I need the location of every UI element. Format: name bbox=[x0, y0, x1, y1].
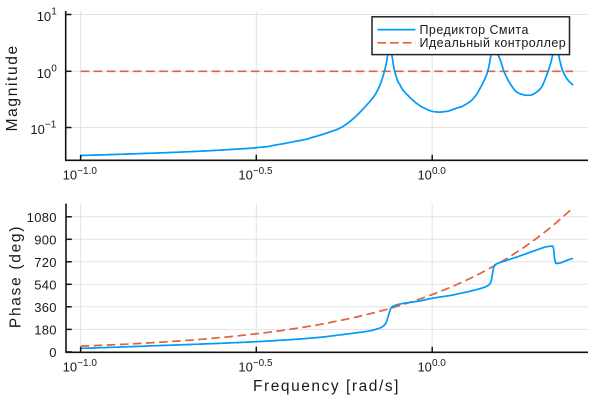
svg-text:−1.0: −1.0 bbox=[77, 358, 97, 369]
svg-text:Предиктор Смита: Предиктор Смита bbox=[420, 23, 529, 37]
svg-text:10: 10 bbox=[37, 9, 51, 24]
svg-text:900: 900 bbox=[34, 232, 57, 247]
svg-text:Frequency [rad/s]: Frequency [rad/s] bbox=[253, 378, 400, 395]
svg-text:1: 1 bbox=[51, 7, 57, 18]
svg-text:Magnitude: Magnitude bbox=[4, 44, 21, 131]
svg-text:Идеальный контроллер: Идеальный контроллер bbox=[420, 36, 567, 50]
svg-text:0.0: 0.0 bbox=[432, 358, 446, 369]
svg-text:720: 720 bbox=[34, 255, 57, 270]
svg-text:0: 0 bbox=[49, 345, 57, 360]
svg-text:−1: −1 bbox=[45, 120, 57, 131]
svg-text:0: 0 bbox=[51, 64, 57, 75]
svg-text:10: 10 bbox=[417, 167, 431, 182]
svg-text:10: 10 bbox=[63, 167, 77, 182]
svg-text:−0.5: −0.5 bbox=[253, 358, 273, 369]
svg-text:360: 360 bbox=[34, 300, 57, 315]
svg-text:Phase (deg): Phase (deg) bbox=[8, 225, 25, 328]
svg-text:180: 180 bbox=[34, 323, 57, 338]
svg-text:10: 10 bbox=[238, 359, 252, 374]
svg-text:0.0: 0.0 bbox=[432, 166, 446, 177]
svg-text:−0.5: −0.5 bbox=[253, 166, 273, 177]
svg-text:10: 10 bbox=[238, 167, 252, 182]
svg-text:540: 540 bbox=[34, 277, 57, 292]
svg-text:10: 10 bbox=[30, 122, 44, 137]
svg-text:10: 10 bbox=[63, 359, 77, 374]
svg-text:10: 10 bbox=[417, 359, 431, 374]
svg-text:1080: 1080 bbox=[27, 210, 57, 225]
svg-text:10: 10 bbox=[37, 66, 51, 81]
svg-text:−1.0: −1.0 bbox=[77, 166, 97, 177]
